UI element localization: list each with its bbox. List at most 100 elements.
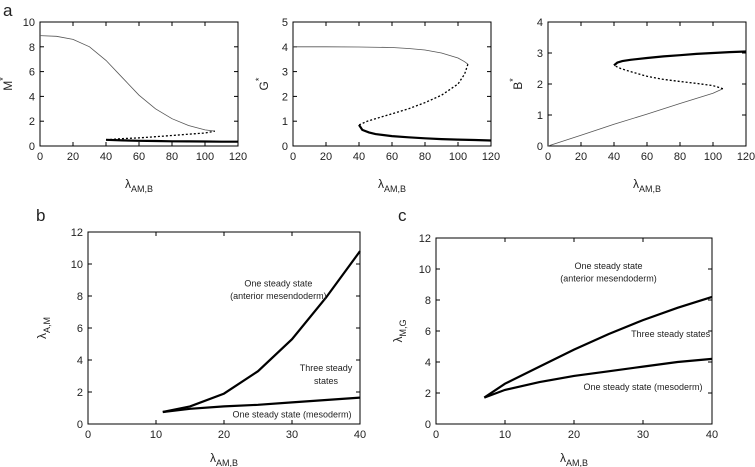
x-tick-label: 40 — [354, 429, 366, 441]
y-axis-label-main: λ — [391, 337, 405, 343]
y-tick-label: 4 — [425, 357, 431, 369]
x-tick-label: 100 — [704, 151, 722, 163]
x-tick-label: 10 — [150, 429, 162, 441]
x-axis-label: λAM,B — [125, 177, 153, 194]
x-tick-label: 100 — [449, 151, 467, 163]
y-tick-label: 0 — [425, 419, 431, 431]
series-upper-boundary — [483, 295, 713, 399]
x-tick-label: 80 — [419, 151, 431, 163]
x-axis-label-main: λ — [633, 177, 639, 191]
y-tick-label: 12 — [71, 227, 83, 239]
y-tick-label: 2 — [29, 116, 35, 128]
y-axis-label-sup: * — [254, 77, 264, 81]
series-lower-branch — [547, 88, 724, 147]
x-tick-label: 60 — [386, 151, 398, 163]
x-tick-label: 80 — [166, 151, 178, 163]
y-axis-label: λM,G — [391, 320, 408, 343]
y-tick-label: 10 — [419, 264, 431, 276]
y-tick-label: 0 — [282, 141, 288, 153]
series-lower-branch — [358, 124, 492, 142]
annotation: One steady state (mesoderm) — [232, 410, 351, 420]
x-axis-label-main: λ — [210, 451, 216, 465]
x-axis-label: λAM,B — [633, 177, 661, 194]
y-axis-label-main: M — [1, 81, 15, 91]
x-tick-label: 60 — [133, 151, 145, 163]
y-tick-label: 6 — [29, 67, 35, 79]
series-upper-branch — [293, 46, 469, 65]
y-tick-label: 12 — [419, 233, 431, 245]
x-axis-label: λAM,B — [378, 177, 406, 194]
x-axis-label-sub: AM,B — [131, 184, 153, 194]
y-axis-label: G* — [254, 77, 271, 90]
plot-area — [292, 21, 492, 147]
series-lower-boundary — [162, 396, 361, 414]
series-upper-branch — [613, 50, 747, 67]
y-axis-label: B* — [508, 78, 525, 90]
series-lower-branch — [105, 138, 238, 143]
series-unstable-branch — [358, 63, 469, 126]
annotation: One steady state — [574, 261, 642, 271]
series-unstable-branch — [613, 64, 724, 90]
plot-area — [39, 21, 239, 147]
y-tick-label: 3 — [282, 67, 288, 79]
x-tick-label: 40 — [353, 151, 365, 163]
series-upper-boundary — [162, 250, 361, 414]
chart-c: 0 10 20 30 40 0 2 4 6 8 10 12 One steady state (anter… — [391, 233, 718, 467]
y-axis-label-sub: M,G — [398, 320, 408, 337]
y-tick-label: 6 — [425, 326, 431, 338]
x-axis-label-sub: AM,B — [566, 458, 588, 467]
x-axis-label: λAM,B — [560, 451, 588, 467]
x-tick-label: 30 — [286, 429, 298, 441]
y-tick-label: 1 — [537, 110, 543, 122]
annotation: Three steady — [300, 363, 353, 373]
y-tick-label: 5 — [282, 17, 288, 29]
x-tick-label: 10 — [499, 429, 511, 441]
x-tick-label: 0 — [433, 429, 439, 441]
x-tick-label: 30 — [637, 429, 649, 441]
y-tick-label: 10 — [23, 17, 35, 29]
y-tick-label: 8 — [29, 42, 35, 54]
series-lower-boundary — [483, 357, 713, 399]
y-tick-label: 3 — [537, 48, 543, 60]
y-tick-label: 0 — [77, 419, 83, 431]
y-tick-label: 4 — [29, 91, 35, 103]
y-tick-label: 6 — [77, 323, 83, 335]
y-tick-label: 2 — [282, 91, 288, 103]
annotation: (anterior mesendoderm) — [560, 273, 657, 283]
x-tick-label: 0 — [545, 151, 551, 163]
y-tick-label: 4 — [77, 355, 83, 367]
y-tick-label: 2 — [537, 79, 543, 91]
plot-area — [547, 21, 747, 147]
y-axis-label-main: B — [511, 82, 525, 90]
x-tick-label: 120 — [229, 151, 247, 163]
panel-label-c: c — [398, 206, 407, 225]
y-tick-label: 8 — [77, 291, 83, 303]
panel-label-b: b — [36, 206, 45, 225]
x-axis-label-main: λ — [125, 177, 131, 191]
annotation: states — [314, 376, 339, 386]
y-axis-label-main: G — [257, 81, 271, 90]
y-tick-label: 1 — [282, 116, 288, 128]
x-axis-label: λAM,B — [210, 451, 238, 467]
x-tick-label: 20 — [67, 151, 79, 163]
annotation: One steady state (mesoderm) — [583, 382, 702, 392]
x-tick-label: 0 — [85, 429, 91, 441]
y-axis-label: λA,M — [35, 317, 52, 339]
y-tick-label: 0 — [29, 141, 35, 153]
x-tick-label: 20 — [568, 429, 580, 441]
y-tick-label: 10 — [71, 259, 83, 271]
x-tick-label: 80 — [674, 151, 686, 163]
x-axis-label-sub: AM,B — [639, 184, 661, 194]
x-tick-label: 120 — [737, 151, 755, 163]
y-tick-label: 4 — [537, 17, 543, 29]
x-tick-label: 40 — [706, 429, 718, 441]
y-axis-label: M* — [0, 77, 15, 91]
annotation: (anterior mesendoderm) — [230, 291, 327, 301]
y-tick-label: 2 — [77, 387, 83, 399]
x-tick-label: 120 — [482, 151, 500, 163]
y-tick-label: 4 — [282, 42, 288, 54]
y-tick-label: 2 — [425, 388, 431, 400]
x-axis-label-sub: AM,B — [384, 184, 406, 194]
x-axis-label-main: λ — [378, 177, 384, 191]
